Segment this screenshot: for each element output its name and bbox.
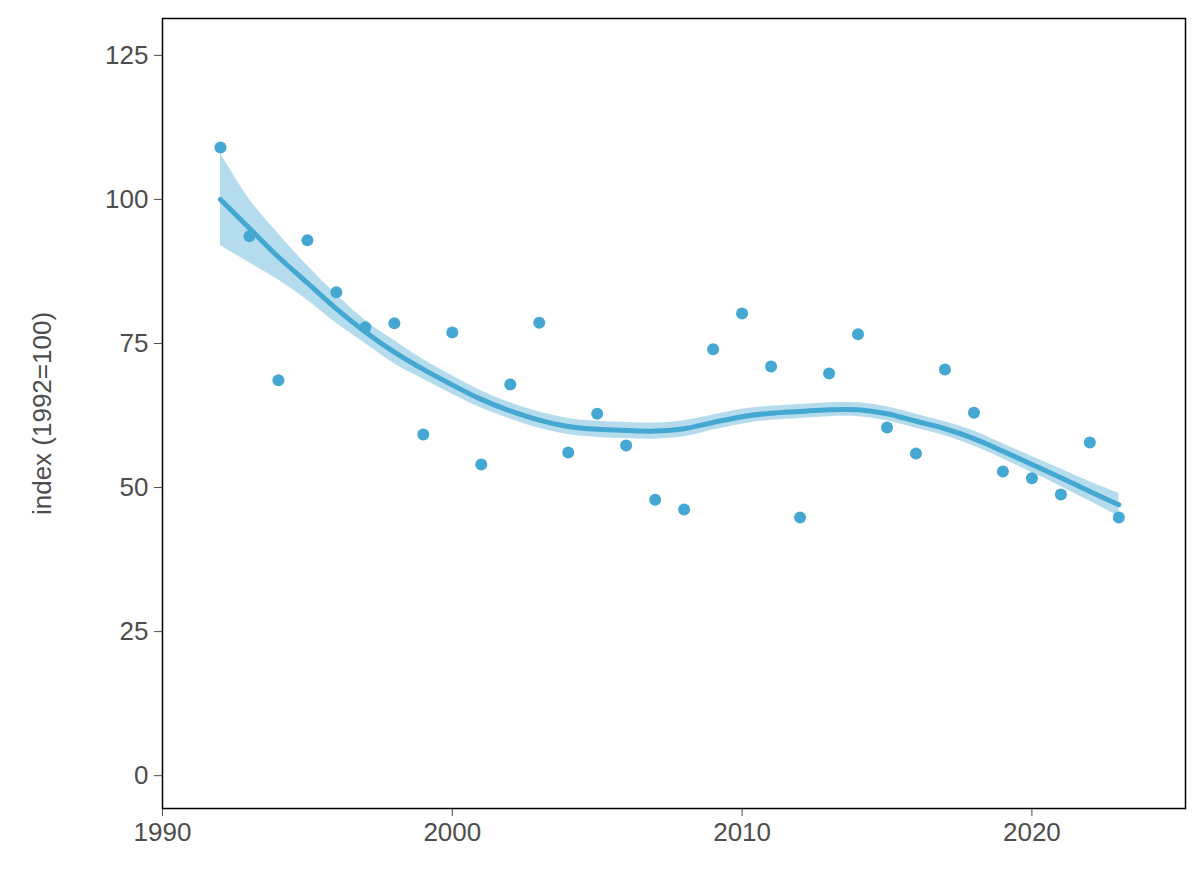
svg-text:25: 25 [120,616,149,646]
svg-text:125: 125 [105,40,148,70]
svg-text:100: 100 [105,184,148,214]
svg-text:2010: 2010 [713,817,771,847]
svg-text:2020: 2020 [1003,817,1061,847]
svg-text:2000: 2000 [423,817,481,847]
svg-text:index (1992=100): index (1992=100) [27,312,57,515]
svg-text:50: 50 [120,472,149,502]
svg-text:0: 0 [134,760,148,790]
svg-text:75: 75 [120,328,149,358]
svg-text:1990: 1990 [134,817,192,847]
